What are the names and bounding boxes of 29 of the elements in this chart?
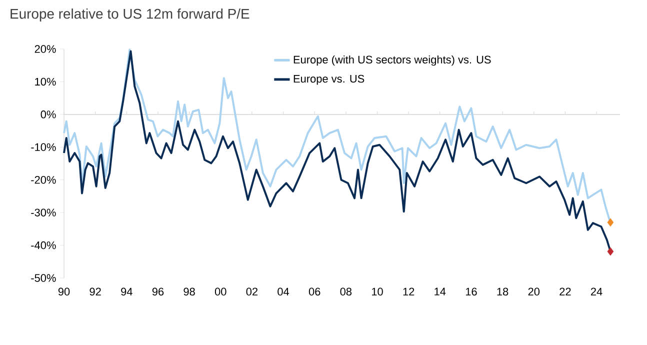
legend-label: Europe (with US sectors weights) vs. US	[294, 55, 491, 66]
y-tick-label: -10%	[31, 143, 56, 152]
x-tick-label: 20	[528, 288, 540, 296]
x-tick-label: 90	[58, 288, 70, 296]
x-tick-label: 92	[90, 288, 101, 296]
y-tick-label: 0%	[40, 110, 56, 118]
legend-label: Europe vs. US	[294, 74, 364, 85]
x-tick-label: 94	[121, 288, 132, 296]
x-tick-label: 18	[497, 288, 508, 296]
x-tick-label: 24	[590, 288, 602, 296]
x-tick-label: 04	[278, 288, 290, 296]
x-tick-label: 00	[214, 288, 226, 296]
x-tick-label: 02	[246, 288, 258, 296]
x-tick-label: 96	[152, 288, 164, 296]
x-tick-label: 14	[434, 288, 446, 296]
x-tick-label: 98	[184, 288, 195, 296]
y-tick-label: 20%	[34, 45, 56, 53]
y-tick-label: -50%	[31, 274, 56, 282]
y-tick-label: -20%	[31, 176, 56, 184]
x-tick-label: 16	[466, 288, 477, 296]
x-tick-label: 22	[560, 288, 571, 296]
x-tick-label: 10	[372, 288, 383, 296]
x-tick-label: 12	[403, 288, 414, 296]
y-tick-label: -40%	[31, 241, 56, 250]
x-tick-label: 08	[340, 288, 352, 296]
chart-title: Europe relative to US 12m forward P/E	[10, 8, 250, 22]
y-tick-label: -30%	[31, 208, 56, 216]
y-tick-label: 10%	[35, 78, 56, 86]
x-tick-label: 06	[308, 288, 320, 296]
